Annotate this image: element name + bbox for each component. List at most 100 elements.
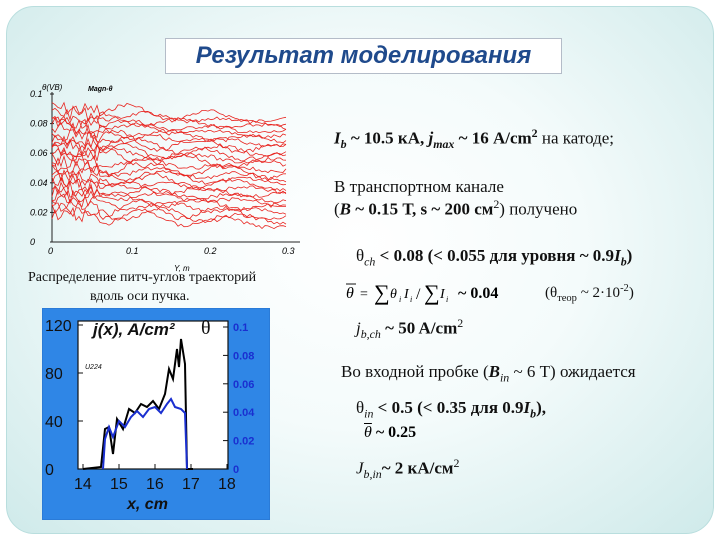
jbin-symbol: J <box>356 458 364 478</box>
jmax-sub: max <box>433 137 455 152</box>
bottom-x-tick: 14 <box>74 476 92 493</box>
top-legend: Magn-θ <box>88 86 113 93</box>
bottom-x-tick: 18 <box>218 476 236 493</box>
line-jbch: jb,ch ~ 50 A/cm2 <box>356 316 463 342</box>
jbch-symbol: j <box>356 318 361 338</box>
line3-sup: 2 <box>493 197 500 211</box>
theta-ch-b: < 0.08 (< 0.055 для уровня ~ 0.9 <box>375 246 615 265</box>
trajectory-curve <box>51 135 287 157</box>
svg-text:i: i <box>446 295 448 304</box>
trajectory-curve <box>51 105 287 127</box>
bottom-y-title: j(x), A/cm² <box>91 320 176 339</box>
jbch-sub: b,ch <box>360 327 381 342</box>
trajectory-curve <box>51 169 287 192</box>
top-x-title: Y, m <box>174 264 190 272</box>
theta-ch-c: ) <box>626 246 633 265</box>
top-x-tick: 0.1 <box>126 246 139 256</box>
trajectory-curve <box>51 129 287 154</box>
svg-text:∑: ∑ <box>374 280 390 305</box>
svg-text:I: I <box>403 287 410 302</box>
bottom-theta-label: θ <box>201 317 211 339</box>
trajectory-curve <box>51 164 287 186</box>
bottom-right-tick: 0.08 <box>233 350 254 362</box>
line-theta-in: θin < 0.5 (< 0.35 для 0.9Ib), <box>356 398 546 421</box>
caption-line-2: вдоль оси пучка. <box>90 289 190 304</box>
theta-in-ibsub: b <box>530 406 537 421</box>
theta-in-ib: I <box>523 398 531 417</box>
trajectory-curve <box>51 173 287 195</box>
inlet-a: Во входной пробке ( <box>341 362 489 381</box>
inlet-sub: in <box>499 370 510 385</box>
theta-ch-sub: ch <box>364 254 376 269</box>
jmax-symbol: j <box>428 128 434 148</box>
trajectory-curve <box>51 198 287 221</box>
trajectory-curve <box>51 129 287 148</box>
bottom-plot-area <box>77 320 229 470</box>
top-y-tick: 0.04 <box>30 178 48 188</box>
line-ib-jmax: Ib ~ 10.5 кА, jmax ~ 16 А/cm2 на катоде; <box>334 126 614 152</box>
bottom-right-tick: 0.1 <box>233 322 248 334</box>
bottom-left-tick: 40 <box>45 414 63 431</box>
line3-c: ) получено <box>499 199 578 219</box>
trajectory-curve <box>51 153 287 174</box>
trajectory-curve <box>51 181 287 204</box>
svg-text:i: i <box>399 295 401 304</box>
bottom-left-tick: 80 <box>45 366 63 383</box>
svg-text:θ: θ <box>346 285 354 302</box>
trajectory-curve <box>51 122 287 144</box>
bottom-chart: j(x), A/cm² θ U224 120 80 40 0 0.1 0.08 0.06 0… <box>42 308 270 520</box>
theta-ch-symbol: θ <box>356 246 365 265</box>
top-y-tick: 0.08 <box>30 119 48 129</box>
line1-b: ~ 16 А/cm <box>454 128 532 148</box>
bottom-x-tick: 15 <box>110 476 128 493</box>
theta-in-symbol: θ <box>356 398 365 417</box>
slide-title: Результат моделирования <box>165 38 562 74</box>
line-field: (B ~ 0.15 Т, s ~ 200 см2) получено <box>334 197 577 220</box>
bottom-left-tick: 0 <box>45 462 54 479</box>
theor-b: ~ 2·10 <box>576 285 621 301</box>
jbin-b: ~ 2 кА/см <box>381 458 454 478</box>
theta-in-formula-value: ~ 0.25 <box>375 424 417 441</box>
top-x-tick: 0 <box>48 246 53 256</box>
ib-symbol: I <box>334 128 341 148</box>
svg-text:∑: ∑ <box>424 280 440 305</box>
top-y-tick: 0 <box>30 237 35 247</box>
inlet-b: ~ 6 Т) ожидается <box>509 362 636 381</box>
jbch-sup: 2 <box>457 316 464 330</box>
inlet-B: B <box>488 362 500 381</box>
top-y-tick: 0.02 <box>30 207 48 217</box>
trajectory-curve <box>51 160 287 183</box>
trajectory-curve <box>51 111 287 130</box>
trajectory-curve <box>51 142 287 164</box>
top-chart: θ(VB) Magn-θ 0.1 0.08 0.06 0.04 0.02 0 0 0.1 0.… <box>30 82 322 273</box>
theta-ch-ibsub: b <box>620 254 627 269</box>
trajectory-curve <box>51 154 287 180</box>
bottom-chart-svg: j(x), A/cm² θ U224 120 80 40 0 0.1 0.08 0.06 0… <box>43 309 269 519</box>
theta-in-b: < 0.5 (< 0.35 для 0.9 <box>373 398 524 417</box>
line3-a: ( <box>334 199 340 219</box>
bottom-annotation: U224 <box>85 364 102 371</box>
theta-in-c: ), <box>536 398 547 417</box>
trajectory-curve <box>51 193 287 215</box>
line1-a: ~ 10.5 кА, <box>346 128 429 148</box>
svg-text:=: = <box>360 287 368 302</box>
top-chart-svg: θ(VB) Magn-θ 0.1 0.08 0.06 0.04 0.02 0 0 0.1 0.… <box>30 83 300 273</box>
caption-line-1: Распределение питч-углов траекторий <box>28 270 257 285</box>
theor-a: (θ <box>545 285 558 301</box>
theta-curve <box>102 397 188 470</box>
j-curve <box>82 338 193 470</box>
bottom-right-tick: 0.06 <box>233 379 254 391</box>
line1-sup: 2 <box>531 126 538 140</box>
trajectory-curve <box>51 206 287 230</box>
line1-c: на катоде; <box>537 128 615 148</box>
svg-text:I: I <box>439 287 446 302</box>
formula-result: ~ 0.04 <box>458 285 498 302</box>
top-y-title: θ(VB) <box>42 83 63 92</box>
trajectory-curve <box>51 101 287 124</box>
bottom-right-tick: 0 <box>233 464 239 476</box>
trajectory-curve <box>51 184 286 207</box>
svg-text:/: / <box>416 286 421 303</box>
bottom-x-title: x, cm <box>126 496 168 513</box>
bottom-right-tick: 0.04 <box>233 407 255 419</box>
top-x-tick: 0.3 <box>282 246 295 256</box>
